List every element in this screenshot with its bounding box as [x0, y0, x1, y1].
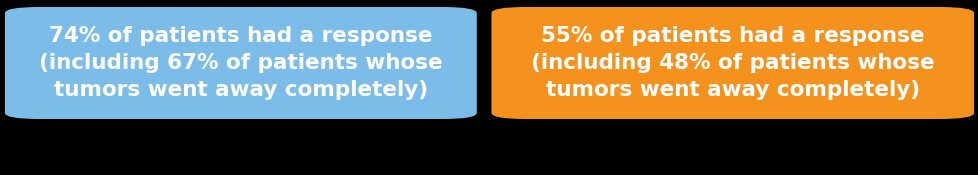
FancyBboxPatch shape — [5, 7, 476, 119]
Text: 55% of patients had a response
(including 48% of patients whose
tumors went away: 55% of patients had a response (includin… — [530, 26, 934, 100]
Text: 74% of patients had a response
(including 67% of patients whose
tumors went away: 74% of patients had a response (includin… — [39, 26, 442, 100]
FancyBboxPatch shape — [491, 7, 973, 119]
